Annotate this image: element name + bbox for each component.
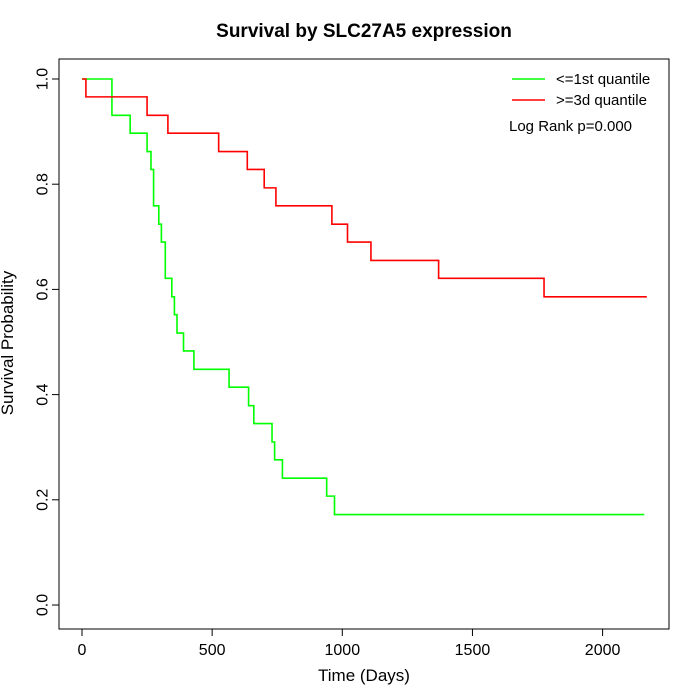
chart-title: Survival by SLC27A5 expression xyxy=(216,21,512,42)
plot-frame xyxy=(58,58,670,630)
x-axis-label: Time (Days) xyxy=(318,666,410,685)
x-tick-label: 1000 xyxy=(325,642,361,659)
y-tick-label: 0.4 xyxy=(35,383,52,405)
series-layer xyxy=(82,78,647,516)
x-axis: 0 500 1000 1500 2000 xyxy=(78,628,621,659)
log-rank-annotation: Log Rank p=0.000 xyxy=(509,118,632,135)
x-tick-label: 500 xyxy=(199,642,226,659)
series-line-low-quantile xyxy=(82,78,645,516)
x-tick-label: 1500 xyxy=(455,642,491,659)
x-tick-label: 2000 xyxy=(585,642,621,659)
y-tick-label: 1.0 xyxy=(35,68,52,90)
legend: <=1st quantile >=3d quantile xyxy=(512,71,650,109)
y-axis-label: Survival Probability xyxy=(0,270,17,415)
y-tick-label: 0.8 xyxy=(35,173,52,195)
y-tick-label: 0.2 xyxy=(35,489,52,511)
y-axis: 0.0 0.2 0.4 0.6 0.8 1.0 xyxy=(35,68,60,616)
y-tick-label: 0.6 xyxy=(35,278,52,300)
x-tick-label: 0 xyxy=(78,642,87,659)
series-line-high-quantile xyxy=(82,78,647,298)
legend-label-low: <=1st quantile xyxy=(556,71,650,88)
y-tick-label: 0.0 xyxy=(35,594,52,616)
legend-label-high: >=3d quantile xyxy=(556,92,647,109)
